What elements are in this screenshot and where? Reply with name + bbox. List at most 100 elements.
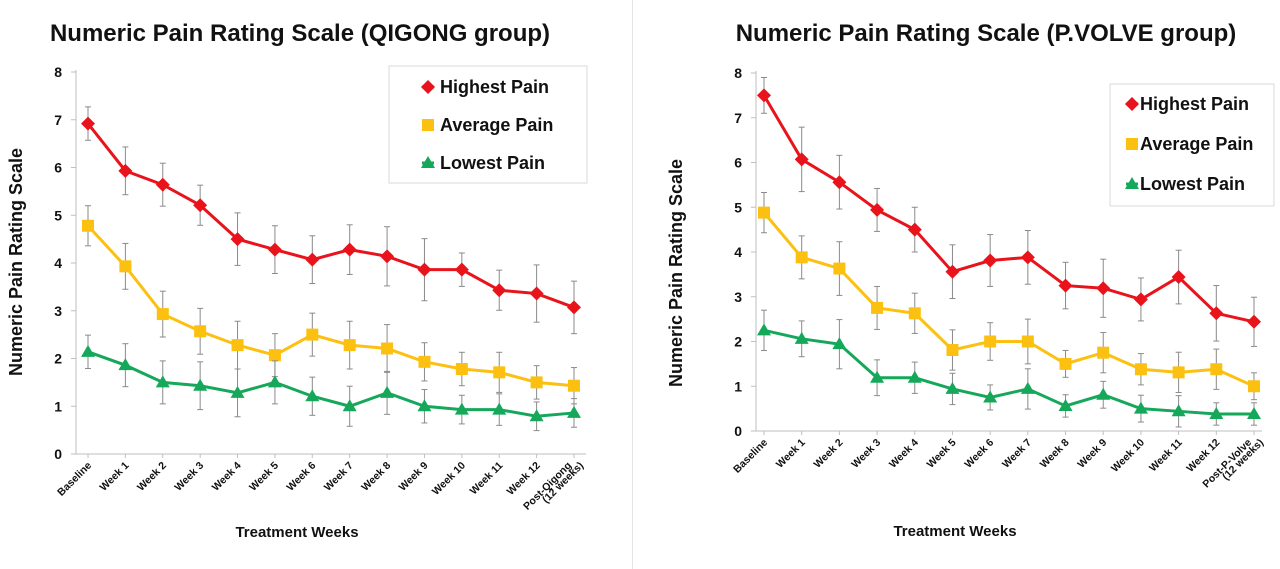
data-point	[267, 375, 282, 388]
data-point	[1020, 250, 1035, 265]
data-point	[795, 251, 808, 264]
data-point	[1209, 406, 1224, 419]
x-tick-label: Week 3	[172, 460, 206, 494]
pvolve-chart-panel: Numeric Pain Rating Scale (P.VOLVE group…	[634, 0, 1280, 569]
data-point	[306, 328, 319, 341]
x-tick-label: Week 11	[468, 460, 506, 498]
chart-title: Numeric Pain Rating Scale (QIGONG group)	[50, 20, 550, 47]
legend-item: Average Pain	[422, 115, 553, 135]
data-point	[454, 402, 469, 415]
data-point	[1059, 357, 1072, 370]
data-point	[946, 344, 959, 357]
legend-label: Average Pain	[440, 115, 553, 135]
series-lowest-pain	[757, 309, 1261, 428]
y-tick-label: 3	[734, 289, 742, 305]
data-point	[1247, 314, 1261, 329]
x-tick-label: Week 1	[774, 437, 808, 471]
legend-label: Highest Pain	[1140, 94, 1249, 114]
series-line	[763, 328, 1254, 416]
y-tick-label: 1	[54, 398, 62, 414]
x-tick-label: Week 5	[247, 460, 281, 494]
x-tick-label: Week 8	[1038, 437, 1072, 471]
legend-item: Highest Pain	[1125, 94, 1249, 114]
data-point	[119, 260, 132, 273]
data-point	[1096, 281, 1111, 296]
x-tick-label: Week 7	[322, 460, 356, 494]
data-point	[305, 389, 320, 402]
series-line	[762, 211, 1255, 388]
y-tick-label: 3	[54, 303, 62, 319]
data-point	[81, 116, 95, 131]
y-tick-label: 2	[734, 334, 742, 350]
data-point	[418, 355, 431, 368]
data-point	[380, 385, 395, 398]
y-axis-title: Numeric Pain Rating Scale	[666, 159, 686, 387]
x-tick-label: Week 10	[1109, 437, 1147, 475]
data-point	[455, 363, 468, 376]
data-point	[870, 370, 885, 383]
series-average-pain	[82, 205, 580, 405]
data-point	[118, 358, 133, 371]
data-point	[342, 242, 357, 257]
data-point	[794, 152, 809, 167]
legend-label: Lowest Pain	[440, 153, 545, 173]
data-point	[1020, 381, 1035, 394]
data-point	[417, 399, 432, 412]
legend-item: Lowest Pain	[421, 153, 545, 173]
legend-marker	[1125, 177, 1139, 189]
legend-marker	[421, 80, 435, 94]
data-point	[230, 385, 245, 398]
data-point	[267, 242, 282, 257]
legend: Highest Pain Average Pain Lowest Pain	[1109, 83, 1275, 207]
data-point	[193, 378, 208, 391]
legend-marker	[422, 119, 434, 131]
data-point	[871, 301, 884, 314]
x-tick-label: Week 7	[1000, 437, 1034, 471]
data-point	[870, 202, 885, 217]
legend-item: Highest Pain	[421, 77, 549, 97]
data-point	[530, 376, 543, 389]
y-tick-label: 6	[734, 155, 742, 171]
y-tick-label: 4	[734, 244, 742, 260]
data-point	[1021, 335, 1034, 348]
data-point	[343, 339, 356, 352]
data-point	[567, 300, 581, 315]
y-tick-label: 8	[734, 65, 742, 81]
data-point	[983, 253, 998, 268]
x-tick-label: Baseline	[731, 437, 770, 476]
series-highest-pain	[757, 76, 1261, 347]
data-point	[231, 339, 244, 352]
data-point	[945, 381, 960, 394]
data-point	[568, 379, 580, 392]
y-tick-label: 8	[54, 64, 62, 80]
legend-label: Average Pain	[1140, 134, 1253, 154]
chart-title: Numeric Pain Rating Scale (P.VOLVE group…	[736, 20, 1237, 47]
data-point	[1134, 363, 1147, 376]
data-point	[492, 283, 507, 298]
y-tick-label: 0	[734, 423, 742, 439]
series-line	[86, 224, 575, 388]
data-point	[417, 262, 432, 277]
y-tick-label: 5	[734, 199, 742, 215]
data-point	[1171, 270, 1186, 285]
data-point	[305, 252, 320, 267]
series-line	[762, 94, 1255, 324]
data-point	[194, 325, 207, 338]
data-point	[155, 177, 170, 192]
data-point	[529, 286, 544, 301]
x-tick-label: Week 1	[98, 460, 132, 494]
data-point	[82, 219, 94, 232]
data-point	[1097, 346, 1110, 359]
x-axis-title: Treatment Weeks	[235, 524, 358, 541]
x-tick-label: Week 9	[397, 460, 431, 494]
data-point	[1171, 404, 1186, 417]
y-axis-title: Numeric Pain Rating Scale	[6, 148, 26, 376]
data-point	[1248, 380, 1260, 393]
legend-item: Average Pain	[1126, 134, 1253, 154]
data-point	[81, 344, 95, 357]
legend-item: Lowest Pain	[1125, 174, 1245, 194]
data-point	[1133, 292, 1148, 307]
x-tick-label: Week 6	[962, 437, 996, 471]
data-point	[567, 405, 581, 418]
data-point	[118, 163, 133, 178]
